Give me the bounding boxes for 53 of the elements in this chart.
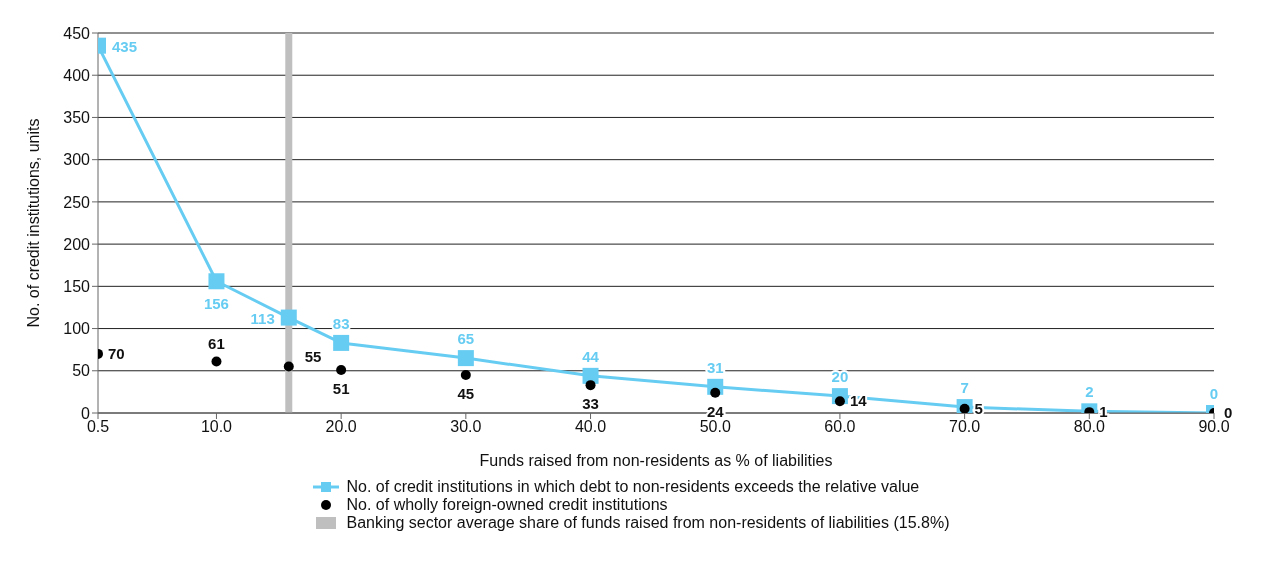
data-label: 83 [332, 314, 350, 332]
data-label: 20 [831, 368, 849, 386]
point [457, 350, 474, 367]
data-label: 33 [582, 395, 599, 413]
x-tick-label: 90.0 [1198, 418, 1230, 436]
y-tick-label: 300 [63, 151, 91, 169]
data-label: 2 [1085, 383, 1094, 401]
data-label: 55 [304, 347, 322, 365]
x-tick-label: 60.0 [824, 418, 856, 436]
point [211, 356, 222, 367]
data-label: 5 [974, 399, 983, 417]
legend-label: Banking sector average share of funds raised from non-residents of liabilities (15.8%) [346, 514, 950, 532]
data-label: 51 [332, 379, 350, 397]
x-tick-label: 40.0 [574, 418, 607, 436]
data-label: 44 [582, 347, 600, 365]
data-label: 70 [108, 344, 125, 362]
data-label: 0 [1209, 385, 1219, 402]
data-label: 7 [960, 379, 969, 397]
legend-label: No. of credit institutions in which debt to non-residents exceeds the relative value [346, 478, 920, 496]
y-tick-label: 450 [63, 24, 91, 42]
legend-label: No. of wholly foreign-owned credit institutions [346, 496, 668, 514]
point [280, 309, 297, 326]
point [336, 364, 347, 375]
y-tick-label: 150 [63, 278, 91, 296]
data-label: 435 [112, 37, 138, 55]
x-tick-label: 30.0 [450, 418, 482, 436]
x-tick-label: 70.0 [949, 418, 981, 436]
x-tick-label: 50.0 [699, 418, 731, 436]
data-label: 65 [457, 330, 475, 348]
x-tick-label: 20.0 [325, 418, 357, 436]
data-label: 0 [1224, 404, 1233, 421]
y-tick-label: 400 [63, 66, 91, 84]
x-tick-label: 80.0 [1073, 418, 1105, 436]
point [333, 334, 350, 351]
data-label: 113 [250, 309, 275, 327]
y-tick-label: 200 [63, 235, 91, 253]
y-tick-label: 350 [63, 109, 91, 127]
point [460, 370, 471, 380]
point [710, 387, 721, 398]
point [585, 380, 596, 391]
x-tick-label: 10.0 [200, 418, 233, 436]
point [208, 273, 225, 290]
point [283, 361, 294, 372]
data-label: 156 [203, 295, 229, 313]
data-label: 61 [208, 335, 225, 353]
y-tick-label: 100 [63, 320, 91, 338]
x-axis-title: Funds raised from non-residents as % of liabilities [479, 452, 833, 469]
data-label: 1 [1099, 403, 1108, 421]
data-label: 45 [457, 385, 475, 402]
y-axis-title: No. of credit institutions, units [24, 118, 42, 328]
y-tick-label: 50 [72, 362, 91, 380]
x-tick-label: 0.5 [86, 418, 110, 436]
y-tick-label: 250 [63, 193, 91, 211]
